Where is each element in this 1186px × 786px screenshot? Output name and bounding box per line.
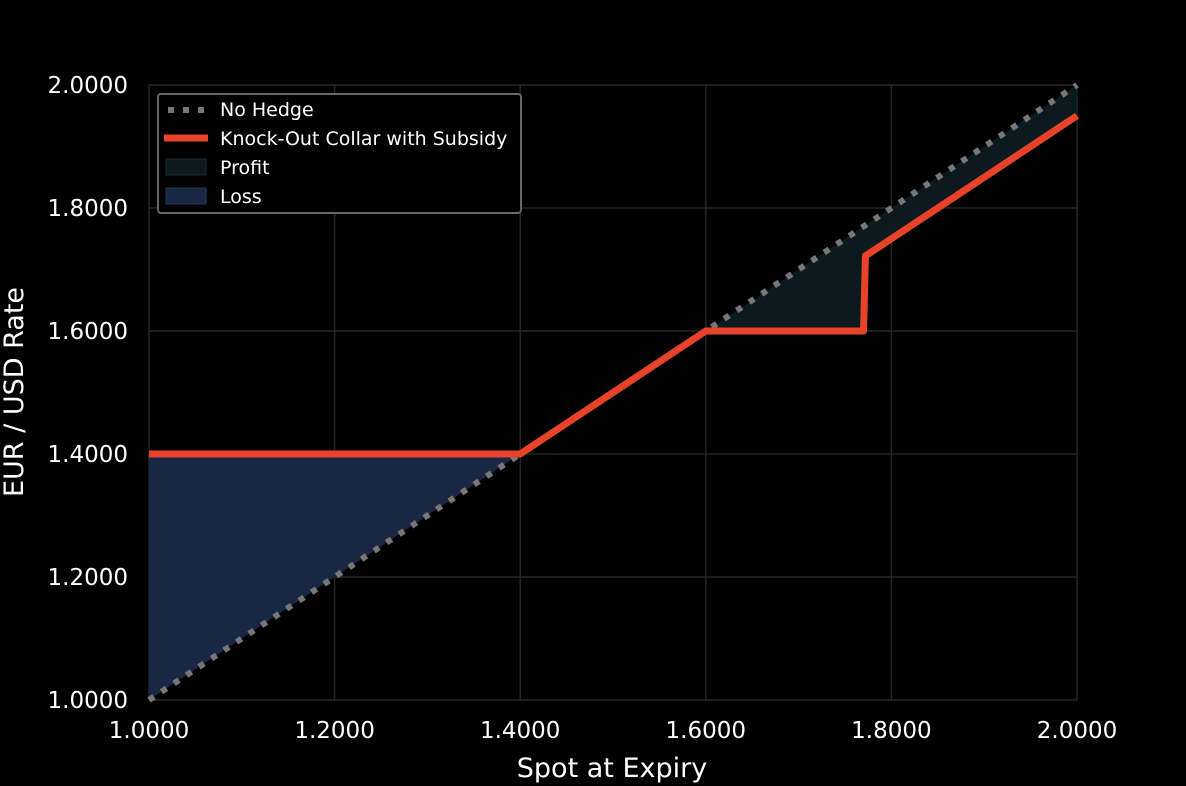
y-tick-label-5: 2.0000 <box>48 73 128 99</box>
legend-swatch-profit <box>165 158 207 176</box>
x-tick-label-4: 1.8000 <box>851 718 931 744</box>
x-tick-label-5: 2.0000 <box>1037 718 1117 744</box>
legend-swatch-loss <box>165 187 207 205</box>
y-axis-label: EUR / USD Rate <box>0 287 30 497</box>
legend: No Hedge Knock-Out Collar with Subsidy P… <box>157 93 522 214</box>
legend-label-no-hedge: No Hedge <box>220 99 314 121</box>
x-tick-label-0: 1.0000 <box>109 718 189 744</box>
x-tick-label-3: 1.6000 <box>666 718 746 744</box>
x-tick-label-1: 1.2000 <box>294 718 374 744</box>
x-axis-label: Spot at Expiry <box>517 753 707 784</box>
legend-label-loss: Loss <box>220 186 262 208</box>
y-tick-labels: 1.0000 1.2000 1.4000 1.6000 1.8000 2.0000 <box>48 73 128 714</box>
collar-line <box>149 112 1079 458</box>
legend-box <box>157 93 522 214</box>
legend-label-collar: Knock-Out Collar with Subsidy <box>220 128 507 150</box>
y-tick-label-2: 1.4000 <box>48 442 128 468</box>
y-tick-label-1: 1.2000 <box>48 565 128 591</box>
y-tick-label-4: 1.8000 <box>48 196 128 222</box>
y-tick-label-3: 1.6000 <box>48 319 128 345</box>
loss-area <box>149 454 521 700</box>
y-tick-label-0: 1.0000 <box>48 688 128 714</box>
x-tick-label-2: 1.4000 <box>480 718 560 744</box>
series-lines <box>147 82 1079 703</box>
legend-label-profit: Profit <box>220 157 270 179</box>
x-tick-labels: 1.0000 1.2000 1.4000 1.6000 1.8000 2.0000 <box>109 718 1117 744</box>
